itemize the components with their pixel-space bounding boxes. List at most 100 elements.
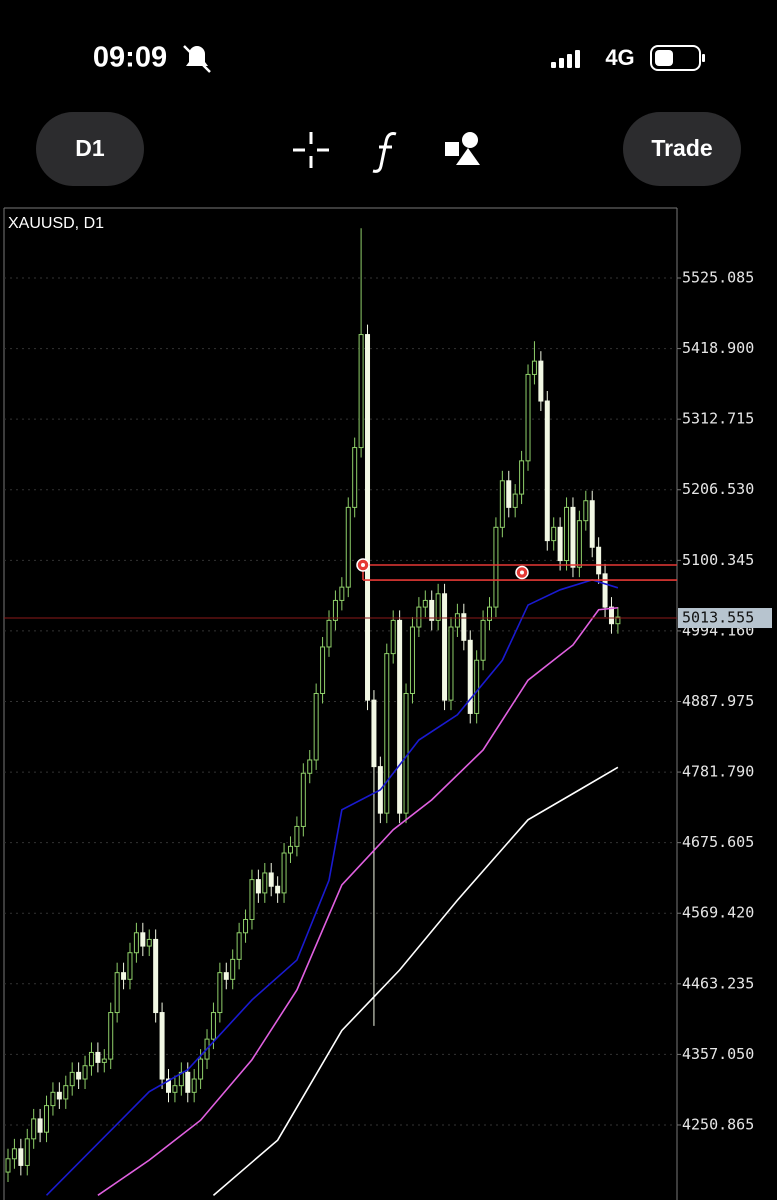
candle-body — [255, 879, 261, 894]
candle-body — [287, 845, 293, 854]
candle-body — [313, 692, 319, 761]
candle-body — [121, 972, 127, 980]
candle-body — [294, 825, 300, 847]
candle-body — [429, 599, 435, 621]
candle-body — [531, 360, 537, 375]
candle-body — [345, 506, 351, 588]
objects-button[interactable] — [445, 132, 480, 165]
crosshair-button[interactable] — [293, 132, 329, 168]
candle-body — [339, 586, 345, 601]
trade-button[interactable] — [623, 112, 741, 186]
candle-body — [358, 334, 364, 449]
y-tick-label: 5206.530 — [682, 480, 754, 498]
candle-body — [108, 1012, 114, 1060]
indicators-button[interactable] — [372, 132, 397, 173]
candle-body — [127, 952, 133, 980]
candle-body — [461, 613, 467, 641]
candle-body — [133, 932, 139, 954]
candle-body — [596, 546, 602, 575]
candle-body — [11, 1148, 17, 1160]
candle-body — [76, 1071, 82, 1080]
candle-body — [487, 606, 492, 621]
candle-body — [88, 1051, 94, 1067]
candle-body — [397, 619, 403, 814]
candle-body — [583, 500, 589, 522]
candle-body — [403, 692, 409, 814]
candle-body — [480, 619, 486, 661]
candle-body — [217, 972, 223, 1014]
candle-body — [506, 480, 512, 508]
y-tick-label: 4887.975 — [682, 692, 754, 710]
candle-body — [24, 1138, 30, 1166]
candle-body — [544, 400, 550, 542]
candle-body — [56, 1091, 62, 1100]
current-price-label: 5013.555 — [682, 609, 754, 627]
candle-body — [50, 1091, 56, 1107]
candle-body — [525, 373, 531, 462]
candle-body — [442, 593, 448, 701]
y-tick-label: 4357.050 — [682, 1045, 754, 1063]
candle-body — [493, 526, 499, 608]
candle-body — [602, 573, 608, 608]
candle-body — [230, 958, 236, 980]
candle-body — [365, 334, 371, 701]
candle-body — [31, 1118, 37, 1140]
candle-body — [422, 599, 428, 608]
candle-body — [249, 879, 255, 920]
timeframe-button[interactable] — [36, 112, 144, 186]
candle-body — [275, 885, 281, 894]
candle-body — [268, 872, 274, 887]
candle-body — [82, 1065, 88, 1080]
candle-body — [570, 506, 576, 568]
y-tick-label: 5100.345 — [682, 551, 754, 569]
moving-average — [97, 606, 618, 1197]
candle-body — [557, 526, 563, 562]
candle-body — [243, 918, 249, 934]
y-tick-label: 4250.865 — [682, 1115, 754, 1133]
current-price-box — [678, 608, 772, 629]
anchor-dot — [361, 563, 365, 568]
candle-body — [384, 653, 390, 814]
y-tick-label: 5418.900 — [682, 339, 754, 357]
y-tick-label: 4569.420 — [682, 904, 754, 922]
candle-body — [236, 932, 242, 960]
candle-body — [223, 972, 229, 980]
candle-body — [474, 659, 480, 714]
candle-body — [18, 1148, 24, 1166]
candle-body — [178, 1071, 184, 1087]
candle-body — [435, 593, 441, 621]
candle-body — [69, 1071, 75, 1087]
candle-body — [371, 699, 377, 768]
candle-body — [210, 1012, 216, 1040]
moving-average — [45, 578, 619, 1196]
candle-body — [352, 447, 358, 508]
trade-label: Trade — [651, 135, 712, 161]
candle-body — [409, 626, 415, 694]
y-tick-label: 4463.235 — [682, 974, 754, 992]
signal-icon — [551, 50, 580, 68]
candle-body — [615, 616, 621, 625]
candle-body — [467, 639, 473, 714]
chart-symbol: XAUUSD, D1 — [8, 215, 104, 232]
candle-body — [159, 1012, 165, 1080]
candle-body — [140, 932, 146, 947]
candle-body — [512, 493, 518, 508]
candle-body — [608, 606, 614, 625]
y-tick-label: 5312.715 — [682, 410, 754, 428]
candle-body — [499, 480, 505, 528]
candle-body — [326, 619, 332, 648]
y-tick-label: 4781.790 — [682, 763, 754, 781]
candle-body — [5, 1158, 11, 1173]
candle-body — [538, 360, 544, 402]
timeframe-label: D1 — [75, 135, 105, 161]
candle-body — [416, 606, 422, 628]
candle-body — [332, 599, 338, 621]
anchor-dot — [520, 570, 524, 575]
candle-body — [44, 1105, 50, 1133]
candle-body — [551, 526, 557, 542]
clock: 09:09 — [93, 42, 167, 74]
network-label: 4G — [605, 45, 634, 70]
candle-body — [320, 646, 326, 694]
